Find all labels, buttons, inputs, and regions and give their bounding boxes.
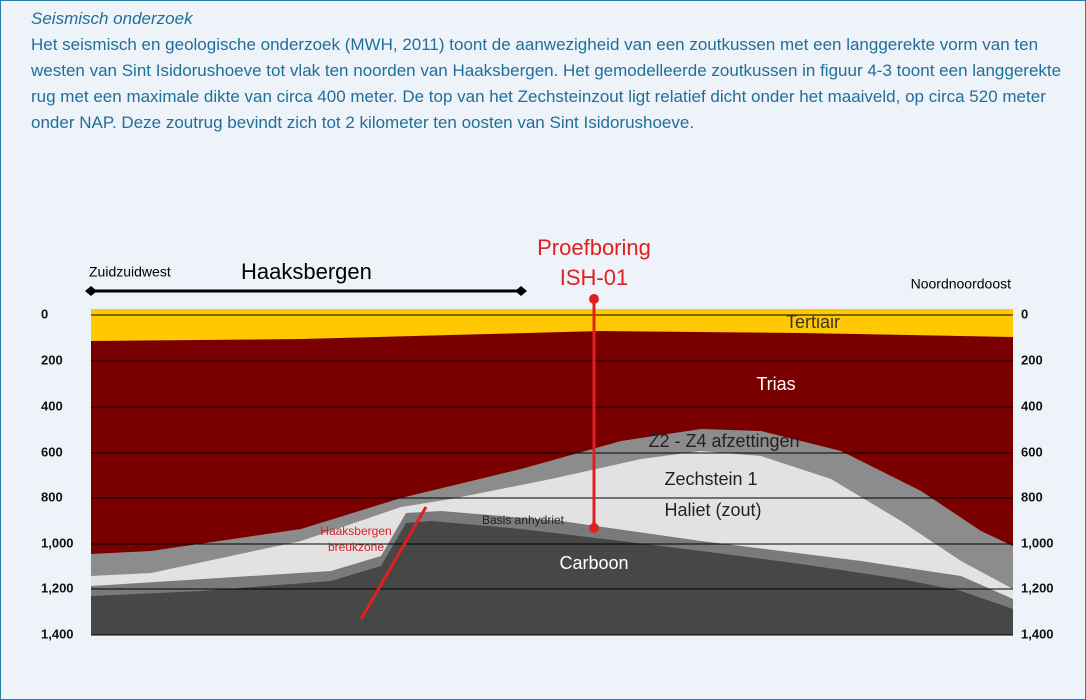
layer-label: Haliet (zout) bbox=[664, 500, 761, 520]
tertiair-layer bbox=[91, 309, 1013, 341]
heading: Seismisch onderzoek bbox=[31, 9, 193, 28]
layer-label: Carboon bbox=[559, 553, 628, 573]
borehole-label: ISH-01 bbox=[560, 265, 628, 290]
depth-tick: 600 bbox=[41, 444, 63, 459]
carboon-layer bbox=[91, 521, 1013, 635]
layer-label: Z2 - Z4 afzettingen bbox=[648, 431, 799, 451]
borehole-label: Proefboring bbox=[537, 235, 651, 260]
west-label: Zuidzuidwest bbox=[89, 264, 171, 280]
borehole-bottom bbox=[589, 523, 599, 533]
town-label: Haaksbergen bbox=[241, 259, 372, 284]
paragraph: Het seismisch en geologische onderzoek (… bbox=[31, 35, 1062, 132]
depth-tick: 800 bbox=[41, 489, 63, 504]
depth-tick: 0 bbox=[1021, 306, 1028, 321]
depth-tick: 200 bbox=[41, 352, 63, 367]
depth-tick: 800 bbox=[1021, 489, 1043, 504]
depth-tick: 200 bbox=[1021, 352, 1043, 367]
borehole-top bbox=[589, 294, 599, 304]
layer-label: Tertiair bbox=[786, 312, 840, 332]
depth-tick: 1,200 bbox=[41, 580, 74, 595]
fault-label: Haaksbergen bbox=[320, 524, 391, 538]
depth-tick: 1,000 bbox=[1021, 535, 1054, 550]
extent-marker bbox=[515, 286, 527, 296]
depth-tick: 0 bbox=[41, 306, 48, 321]
depth-tick: 1,000 bbox=[41, 535, 74, 550]
depth-tick: 1,400 bbox=[41, 626, 74, 641]
layer-label: Trias bbox=[756, 374, 795, 394]
extent-marker bbox=[85, 286, 97, 296]
depth-tick: 1,200 bbox=[1021, 580, 1054, 595]
layer-label: Basis anhydriet bbox=[482, 513, 565, 527]
fault-label: breukzone bbox=[328, 540, 384, 554]
depth-tick: 600 bbox=[1021, 444, 1043, 459]
east-label: Noordnoordoost bbox=[911, 276, 1012, 292]
layer-label: Zechstein 1 bbox=[664, 469, 757, 489]
depth-tick: 400 bbox=[41, 398, 63, 413]
depth-tick: 400 bbox=[1021, 398, 1043, 413]
depth-lines bbox=[91, 314, 1013, 636]
depth-tick: 1,400 bbox=[1021, 626, 1054, 641]
fault-line bbox=[359, 506, 428, 620]
